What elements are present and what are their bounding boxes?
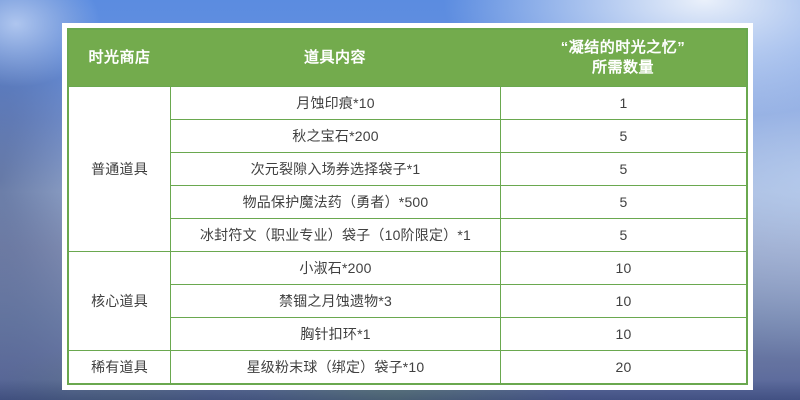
item-name: 物品保护魔法药（勇者）*500: [170, 185, 500, 218]
quantity-header-line2: 所需数量: [591, 59, 654, 76]
shop-table-card: 时光商店 道具内容 “凝结的时光之忆” 所需数量 普通道具 月蚀印痕*10 1 …: [62, 23, 753, 390]
item-name: 星级粉末球（绑定）袋子*10: [170, 350, 500, 383]
time-shop-table: 时光商店 道具内容 “凝结的时光之忆” 所需数量 普通道具 月蚀印痕*10 1 …: [67, 28, 748, 385]
table-row: 冰封符文（职业专业）袋子（10阶限定）*1 5: [69, 218, 746, 251]
table-row: 普通道具 月蚀印痕*10 1: [69, 86, 746, 177]
item-name: 冰封符文（职业专业）袋子（10阶限定）*1: [170, 218, 500, 251]
header-row: 时光商店 道具内容 “凝结的时光之忆” 所需数量: [69, 30, 746, 86]
item-qty: 5: [500, 119, 746, 152]
item-qty: 5: [500, 218, 746, 251]
quantity-header-line1: “凝结的时光之忆”: [560, 38, 686, 56]
item-name: 小淑石*200: [170, 251, 500, 284]
table-row: 稀有道具 星级粉末球（绑定）袋子*10 20: [69, 350, 746, 383]
col-header-item-content: 道具内容: [170, 30, 500, 86]
item-qty: 1: [500, 86, 746, 119]
item-qty: 5: [500, 185, 746, 218]
item-qty: 5: [500, 152, 746, 185]
table-row: 胸针扣环*1 10: [69, 317, 746, 350]
item-name: 次元裂隙入场券选择袋子*1: [170, 152, 500, 185]
table-row: 物品保护魔法药（勇者）*500 5: [69, 185, 746, 218]
table-row: 禁锢之月蚀遗物*3 10: [69, 284, 746, 317]
item-qty: 20: [500, 350, 746, 383]
category-cell-common: 普通道具: [69, 86, 170, 251]
item-qty: 10: [500, 284, 746, 317]
table-row: 次元裂隙入场券选择袋子*1 5: [69, 152, 746, 185]
item-qty: 10: [500, 317, 746, 350]
item-name: 禁锢之月蚀遗物*3: [170, 284, 500, 317]
item-name: 胸针扣环*1: [170, 317, 500, 350]
col-header-shop: 时光商店: [69, 30, 170, 86]
table-row: 秋之宝石*200 5: [69, 119, 746, 152]
col-header-required-quantity: “凝结的时光之忆” 所需数量: [500, 30, 746, 86]
item-name: 秋之宝石*200: [170, 119, 500, 152]
item-qty: 10: [500, 251, 746, 284]
category-cell-rare: 稀有道具: [69, 350, 170, 383]
category-cell-core: 核心道具: [69, 251, 170, 350]
item-name: 月蚀印痕*10: [170, 86, 500, 119]
table-row: 核心道具 小淑石*200 10: [69, 251, 746, 309]
